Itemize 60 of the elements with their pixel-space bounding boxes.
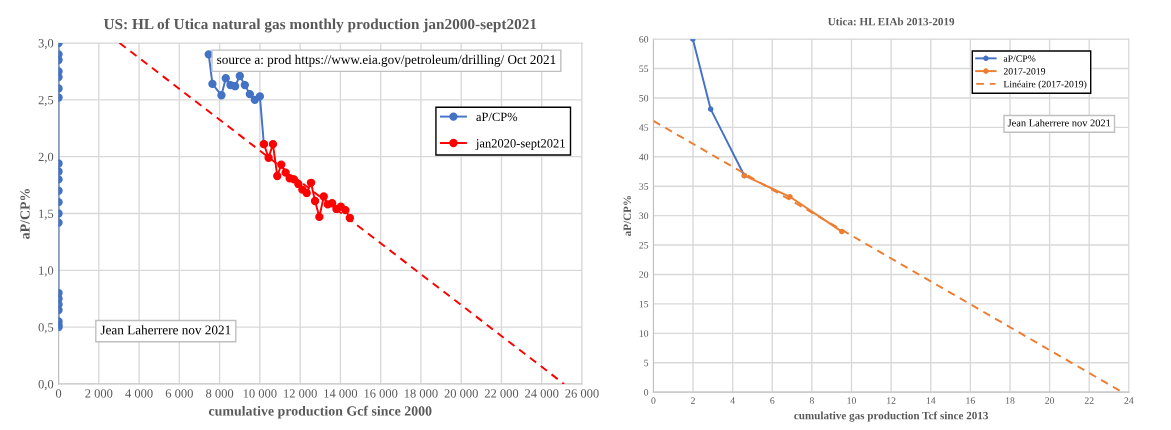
y-tick-label: 60 — [639, 36, 649, 43]
x-tick-label: 18 000 — [404, 389, 438, 398]
y-tick-label: 55 — [639, 65, 649, 73]
x-tick-label: 24 000 — [525, 389, 559, 398]
legend-label: Linéaire (2017-2019) — [1003, 80, 1087, 90]
y-tick-label: 2,5 — [38, 95, 54, 107]
x-tick-label: 0 — [55, 389, 62, 398]
y-tick-label: 1,5 — [39, 209, 54, 220]
y-axis-title: aP/CP% — [623, 196, 632, 236]
x-tick-label: 10 000 — [243, 389, 277, 398]
y-tick-label: 10 — [639, 330, 649, 337]
y-axis-title: aP/CP% — [20, 188, 30, 239]
legend-label: aP/CP% — [1003, 55, 1036, 62]
x-tick-label: 16 — [966, 397, 975, 404]
x-tick-label: 2 — [691, 397, 695, 404]
chart-title: Utica: HL EIAb 2013-2019 — [827, 17, 955, 26]
y-tick-label: 1,0 — [39, 266, 54, 277]
x-tick-label: 20 — [1045, 397, 1055, 404]
y-tick-label: 25 — [639, 242, 649, 249]
legend-label: 2017-2019 — [1003, 68, 1046, 75]
y-tick-label: 40 — [639, 153, 649, 161]
x-tick-label: 8 000 — [206, 389, 234, 398]
x-axis-title: cumulative gas production Tcf since 2013 — [794, 411, 989, 422]
x-tick-label: 4 — [730, 397, 735, 404]
x-tick-label: 10 — [847, 397, 856, 404]
x-tick-label: 2 000 — [85, 389, 113, 398]
y-tick-label: 45 — [639, 124, 649, 131]
x-tick-label: 26 000 — [565, 389, 599, 398]
y-tick-label: 5 — [644, 359, 649, 367]
x-tick-label: 22 — [1084, 397, 1094, 404]
y-tick-label: 15 — [639, 300, 649, 308]
y-tick-label: 20 — [639, 271, 649, 278]
x-tick-label: 14 000 — [324, 389, 358, 398]
annotation: source a: prod https://www.eia.gov/petroleum/drilling/ Oct 2021 — [217, 54, 556, 67]
y-tick-label: 3,0 — [38, 39, 54, 50]
x-tick-label: 24 — [1124, 397, 1134, 404]
y-tick-label: 35 — [639, 183, 649, 190]
annotation: Jean Laherrere nov 2021 — [100, 325, 231, 335]
annotation: Jean Laherrere nov 2021 — [1007, 119, 1111, 127]
x-tick-label: 6 — [770, 397, 775, 404]
x-tick-label: 0 — [651, 397, 656, 404]
x-tick-label: 16 000 — [364, 389, 398, 398]
y-tick-label: 2,0 — [38, 152, 54, 163]
x-tick-label: 20 000 — [444, 389, 478, 398]
y-tick-label: 50 — [639, 94, 649, 102]
x-tick-label: 8 — [809, 397, 814, 404]
x-tick-label: 4 000 — [125, 389, 153, 398]
x-tick-label: 18 — [1005, 397, 1015, 404]
x-tick-label: 6 000 — [165, 389, 193, 398]
x-axis-title: cumulative production Gcf since 2000 — [208, 405, 432, 419]
legend-label: aP/CP% — [476, 112, 518, 122]
x-tick-label: 12 000 — [284, 389, 317, 398]
x-tick-label: 22 000 — [484, 389, 519, 398]
x-tick-label: 14 — [926, 397, 936, 404]
legend-label: jan2020-sept2021 — [475, 139, 565, 151]
y-tick-label: 0,0 — [38, 380, 54, 391]
y-tick-label: 0,5 — [38, 323, 54, 334]
x-tick-label: 12 — [887, 397, 896, 404]
chart-title: US: HL of Utica natural gas monthly production jan2000-sept2021 — [103, 18, 537, 33]
y-tick-label: 30 — [639, 212, 649, 220]
